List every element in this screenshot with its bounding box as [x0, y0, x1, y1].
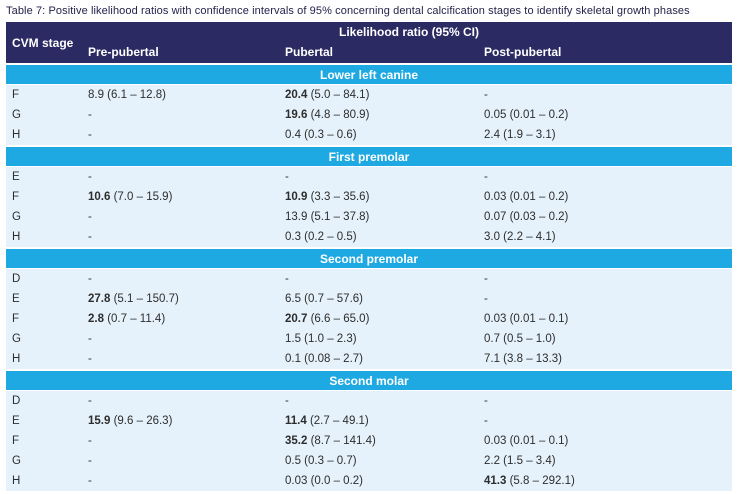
likelihood-value-cell: 0.4 (0.3 – 0.6)	[283, 125, 482, 146]
likelihood-value-cell: 0.5 (0.3 – 0.7)	[283, 451, 482, 471]
cvm-stage-cell: H	[6, 349, 86, 370]
header-post-pubertal: Post-pubertal	[482, 41, 732, 64]
likelihood-value-cell: -	[283, 268, 482, 289]
table-row: H -0.3 (0.2 – 0.5) 3.0 (2.2 – 4.1)	[6, 227, 732, 248]
likelihood-value-cell: 0.03 (0.01 – 0.1)	[482, 431, 732, 451]
section-header: Lower left canine	[6, 63, 732, 85]
likelihood-value-cell: 1.5 (1.0 – 2.3)	[283, 329, 482, 349]
section-header: First premolar	[6, 145, 732, 167]
table-caption: Table 7: Positive likelihood ratios with…	[6, 5, 690, 17]
table-row: F 8.9 (6.1 – 12.8) 20.4 (5.0 – 84.1) -	[6, 84, 732, 105]
likelihood-value-cell: -	[283, 166, 482, 187]
likelihood-value-cell: 15.9 (9.6 – 26.3)	[86, 411, 283, 431]
likelihood-value-cell: -	[86, 471, 283, 491]
table-row: F 10.6 (7.0 – 15.9) 10.9 (3.3 – 35.6) 0.03 …	[6, 187, 732, 207]
likelihood-value-cell: -	[482, 268, 732, 289]
likelihood-value-cell: 27.8 (5.1 – 150.7)	[86, 289, 283, 309]
header-cvm-stage: CVM stage	[6, 22, 86, 64]
likelihood-value-cell: 0.3 (0.2 – 0.5)	[283, 227, 482, 248]
table-row: G -0.5 (0.3 – 0.7) 2.2 (1.5 – 3.4)	[6, 451, 732, 471]
likelihood-value-cell: -	[86, 329, 283, 349]
likelihood-value-cell: -	[86, 105, 283, 125]
table-row: G -19.6 (4.8 – 80.9) 0.05 (0.01 – 0.2)	[6, 105, 732, 125]
table-row: G -13.9 (5.1 – 37.8) 0.07 (0.03 – 0.2)	[6, 207, 732, 227]
table-row: E 15.9 (9.6 – 26.3) 11.4 (2.7 – 49.1) -	[6, 411, 732, 431]
table-row: E 27.8 (5.1 – 150.7) 6.5 (0.7 – 57.6) -	[6, 289, 732, 309]
likelihood-value-cell: -	[482, 166, 732, 187]
cvm-stage-cell: H	[6, 125, 86, 146]
likelihood-value-cell: 41.3 (5.8 – 292.1)	[482, 471, 732, 491]
cvm-stage-cell: F	[6, 431, 86, 451]
likelihood-value-cell: 6.5 (0.7 – 57.6)	[283, 289, 482, 309]
table-row: H -0.1 (0.08 – 2.7) 7.1 (3.8 – 13.3)	[6, 349, 732, 370]
table-header: CVM stage Likelihood ratio (95% CI) Pre-…	[6, 22, 732, 64]
cvm-stage-cell: E	[6, 411, 86, 431]
likelihood-value-cell: -	[482, 390, 732, 411]
likelihood-value-cell: 20.4 (5.0 – 84.1)	[283, 84, 482, 105]
cvm-stage-cell: F	[6, 84, 86, 105]
cvm-stage-cell: F	[6, 187, 86, 207]
likelihood-value-cell: 0.07 (0.03 – 0.2)	[482, 207, 732, 227]
likelihood-value-cell: 20.7 (6.6 – 65.0)	[283, 309, 482, 329]
header-pubertal: Pubertal	[283, 41, 482, 64]
likelihood-value-cell: 0.7 (0.5 – 1.0)	[482, 329, 732, 349]
table-body: Lower left canine F 8.9 (6.1 – 12.8) 20.4 (…	[6, 63, 732, 491]
likelihood-value-cell: -	[86, 390, 283, 411]
likelihood-value-cell: 10.9 (3.3 – 35.6)	[283, 187, 482, 207]
likelihood-value-cell: 35.2 (8.7 – 141.4)	[283, 431, 482, 451]
section-header: Second premolar	[6, 247, 732, 269]
cvm-stage-cell: H	[6, 471, 86, 491]
likelihood-value-cell: 2.4 (1.9 – 3.1)	[482, 125, 732, 146]
likelihood-value-cell: 13.9 (5.1 – 37.8)	[283, 207, 482, 227]
header-likelihood-ratio-group: Likelihood ratio (95% CI)	[86, 22, 732, 41]
likelihood-value-cell: 8.9 (6.1 – 12.8)	[86, 84, 283, 105]
likelihood-value-cell: -	[86, 451, 283, 471]
likelihood-value-cell: 7.1 (3.8 – 13.3)	[482, 349, 732, 370]
table-row: H -0.4 (0.3 – 0.6) 2.4 (1.9 – 3.1)	[6, 125, 732, 146]
cvm-stage-cell: D	[6, 268, 86, 289]
likelihood-ratio-table: CVM stage Likelihood ratio (95% CI) Pre-…	[6, 22, 732, 491]
likelihood-value-cell: -	[86, 268, 283, 289]
cvm-stage-cell: E	[6, 166, 86, 187]
header-pre-pubertal: Pre-pubertal	[86, 41, 283, 64]
likelihood-value-cell: 19.6 (4.8 – 80.9)	[283, 105, 482, 125]
cvm-stage-cell: G	[6, 329, 86, 349]
table-row: D---	[6, 268, 732, 289]
cvm-stage-cell: F	[6, 309, 86, 329]
cvm-stage-cell: H	[6, 227, 86, 248]
cvm-stage-cell: G	[6, 451, 86, 471]
likelihood-value-cell: 0.03 (0.01 – 0.2)	[482, 187, 732, 207]
likelihood-value-cell: 0.05 (0.01 – 0.2)	[482, 105, 732, 125]
likelihood-value-cell: 10.6 (7.0 – 15.9)	[86, 187, 283, 207]
likelihood-value-cell: 0.03 (0.01 – 0.1)	[482, 309, 732, 329]
likelihood-value-cell: 3.0 (2.2 – 4.1)	[482, 227, 732, 248]
section-header: Second molar	[6, 369, 732, 391]
likelihood-value-cell: -	[482, 411, 732, 431]
table-row: E---	[6, 166, 732, 187]
likelihood-value-cell: -	[482, 289, 732, 309]
likelihood-value-cell: -	[482, 84, 732, 105]
likelihood-value-cell: -	[283, 390, 482, 411]
table-row: H -0.03 (0.0 – 0.2) 41.3 (5.8 – 292.1)	[6, 471, 732, 491]
likelihood-value-cell: -	[86, 125, 283, 146]
table-row: F -35.2 (8.7 – 141.4) 0.03 (0.01 – 0.1)	[6, 431, 732, 451]
cvm-stage-cell: D	[6, 390, 86, 411]
likelihood-value-cell: 11.4 (2.7 – 49.1)	[283, 411, 482, 431]
likelihood-value-cell: -	[86, 227, 283, 248]
table-row: F 2.8 (0.7 – 11.4) 20.7 (6.6 – 65.0) 0.03 (…	[6, 309, 732, 329]
cvm-stage-cell: G	[6, 207, 86, 227]
cvm-stage-cell: G	[6, 105, 86, 125]
table-row: D---	[6, 390, 732, 411]
likelihood-value-cell: 0.1 (0.08 – 2.7)	[283, 349, 482, 370]
cvm-stage-cell: E	[6, 289, 86, 309]
table-row: G -1.5 (1.0 – 2.3) 0.7 (0.5 – 1.0)	[6, 329, 732, 349]
likelihood-value-cell: 0.03 (0.0 – 0.2)	[283, 471, 482, 491]
likelihood-value-cell: -	[86, 349, 283, 370]
likelihood-value-cell: 2.8 (0.7 – 11.4)	[86, 309, 283, 329]
likelihood-value-cell: 2.2 (1.5 – 3.4)	[482, 451, 732, 471]
likelihood-value-cell: -	[86, 166, 283, 187]
likelihood-value-cell: -	[86, 207, 283, 227]
likelihood-value-cell: -	[86, 431, 283, 451]
